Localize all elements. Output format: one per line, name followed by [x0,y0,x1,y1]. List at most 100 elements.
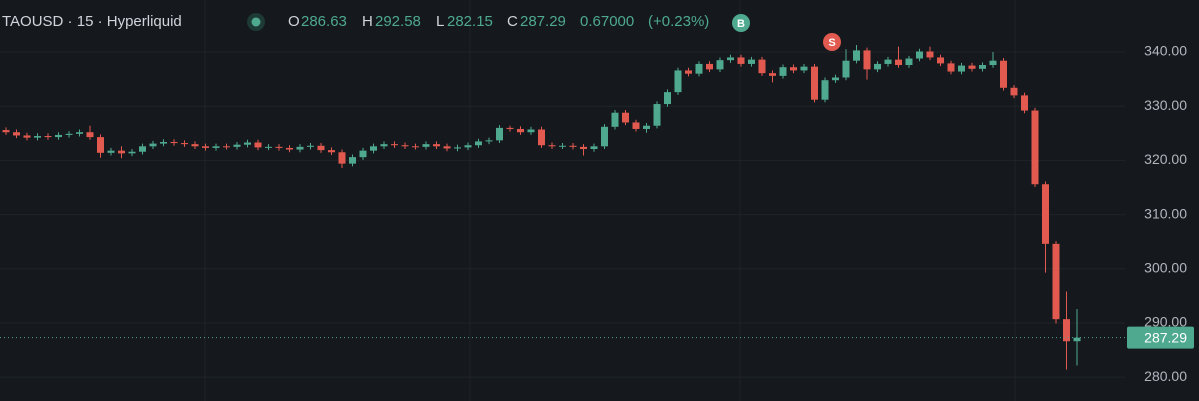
candle-body [307,145,314,147]
candle-body [1063,319,1070,342]
candle-body [401,145,409,147]
candle-body [1042,184,1049,244]
candle-body [34,136,41,138]
candle-body [359,150,367,158]
overlay: S [823,33,841,51]
candle-body [737,57,745,64]
candle-body [328,150,335,153]
y-tick-label: 320.00 [1144,151,1187,167]
candle-body [464,145,472,148]
candle-body [1021,95,1028,111]
high-label: H [362,13,373,30]
y-tick-label: 340.00 [1144,43,1187,59]
candle-body [244,142,251,145]
candle-body [139,146,146,152]
candle-body [884,59,892,64]
candle-body [86,132,94,138]
candle-body [275,146,283,148]
candle-body [412,146,419,148]
candle-body [181,143,188,145]
candle-body [874,63,881,70]
candle-body [622,112,629,123]
symbol-title: TAOUSD · 15 · Hyperliquid [2,13,182,30]
candle-body [800,66,808,71]
candle-body [947,63,955,72]
candle-body [769,73,776,76]
candle-body [391,144,398,146]
high-value: 292.58 [375,13,421,30]
candle-body [905,58,913,66]
candle-body [433,144,440,147]
candle-body [443,146,451,149]
candle-body [601,126,608,147]
candle-body [2,130,10,133]
candle-body [853,50,860,61]
candle-body [1000,60,1007,88]
candle-body [611,112,619,127]
candle-body [296,146,304,150]
candle-body [128,151,136,154]
low-value: 282.15 [447,13,493,30]
candle-body [1010,87,1018,96]
candle-body [926,51,934,58]
candle-body [212,146,220,148]
candle-body [653,104,661,126]
candle-body [149,143,157,147]
candle-body [548,145,556,147]
candle-body [979,65,986,69]
candle-body [590,146,598,150]
candle-body [65,133,73,135]
candle-body [517,128,524,133]
candle-body [674,70,682,93]
candle-body [538,129,545,146]
y-tick-label: 300.00 [1144,259,1187,275]
candle-body [191,144,199,147]
candle-body [758,59,766,74]
candle-body [485,140,493,142]
y-tick-label: 290.00 [1144,314,1187,330]
candle-body [506,127,514,129]
open-label: O [288,13,300,30]
candle-body [338,152,346,164]
candle-body [580,146,587,150]
candle-body [779,67,787,76]
sell-marker-badge [823,33,841,51]
candle-body [569,145,577,147]
low-label: L [436,13,444,30]
candle-body [937,57,944,64]
candle-body [1052,243,1060,320]
candle-body [370,146,377,151]
candle-body [97,137,104,153]
candle-body [748,59,755,64]
candle-body [107,150,115,153]
candle-body [475,141,482,146]
candle-body [695,63,703,74]
y-tick-label: 330.00 [1144,97,1187,113]
candle-body [916,51,923,59]
candle-body [380,144,388,147]
open-value: 286.63 [301,13,347,30]
candle-body [223,146,230,148]
change-percent: (+0.23%) [648,13,709,30]
candle-body [1031,110,1039,185]
candle-body [317,145,325,151]
candle-body [265,146,272,148]
buy-marker[interactable]: B [737,18,745,30]
candle-body [527,129,535,133]
candle-body [989,60,997,66]
y-tick-label: 280.00 [1144,368,1187,384]
candle-body [958,65,965,72]
vertical-grid [204,0,1016,401]
header: TAOUSD · 15 · Hyperliquid O 286.63 H 292… [2,13,750,32]
candle-body [559,145,566,147]
buy-marker-badge[interactable] [732,14,750,32]
candle-body [160,141,167,144]
sell-marker: S [828,37,835,49]
candle-body [76,132,83,134]
candle-body [349,157,356,164]
candle-body [821,80,829,100]
candle-body [643,125,650,129]
candle-body [716,60,724,70]
candle-body [496,127,503,141]
